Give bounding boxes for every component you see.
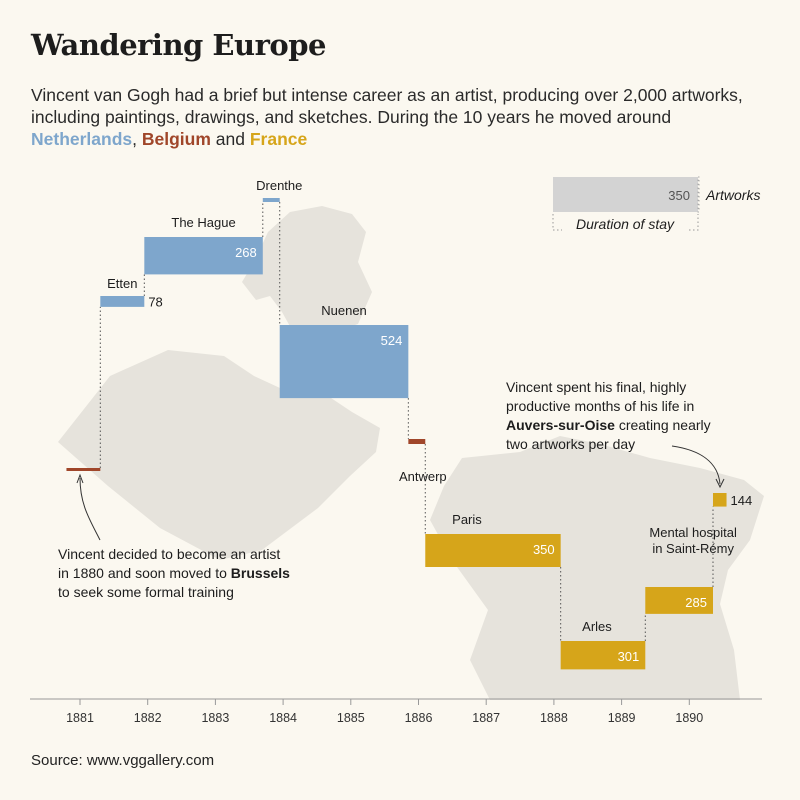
annotation-run: Vincent spent his final, highly <box>506 379 686 395</box>
annotation-run: Vincent decided to become an artist <box>58 546 280 562</box>
bar-antwerp <box>408 439 426 444</box>
value-label-etten: 78 <box>148 294 162 309</box>
bar-arles <box>560 641 646 670</box>
legend-duration-bracket <box>552 214 699 231</box>
legend-value-label: Artworks <box>705 187 760 203</box>
place-label-arles: Arles <box>582 619 612 634</box>
x-tick-label-1885: 1885 <box>337 711 365 725</box>
x-tick-label-1888: 1888 <box>540 711 568 725</box>
annotation-run: in 1880 and soon moved to <box>58 565 231 581</box>
bar-saint-r-my <box>645 587 713 614</box>
annotation-auvers: Vincent spent his final, highly productiv… <box>506 379 711 452</box>
chart-subtitle: Vincent van Gogh had a brief but intense… <box>31 84 771 150</box>
place-label-drenthe: Drenthe <box>256 178 302 193</box>
bar-drenthe <box>262 198 280 202</box>
annotation-run: Auvers-sur-Oise <box>506 417 615 433</box>
place-label-etten: Etten <box>107 276 137 291</box>
legend-bar <box>553 177 698 212</box>
value-label-paris: 350 <box>533 542 555 557</box>
subtitle-country: France <box>249 129 308 149</box>
value-label-the-hague: 268 <box>235 245 257 260</box>
bar-paris <box>425 534 561 567</box>
map-background <box>58 206 764 700</box>
subtitle-country: Belgium <box>141 129 211 149</box>
subtitle-text: Vincent van Gogh had a brief but intense… <box>31 85 743 127</box>
annotation-auvers-arrowhead <box>715 478 725 489</box>
subtitle-country: Netherlands <box>31 129 133 149</box>
map-belgium <box>58 350 380 560</box>
place-label-saint-r-my: Mental hospital in Saint-Rémy <box>649 525 737 556</box>
subtitle-text: and <box>210 129 250 149</box>
bar-nuenen <box>279 325 409 399</box>
annotation-auvers-arrow <box>671 445 721 485</box>
annotation-brussels-arrow <box>79 477 101 541</box>
legend-duration-label: Duration of stay <box>576 216 675 232</box>
chart-title: Wandering Europe <box>31 28 326 62</box>
annotation-brussels: Vincent decided to become an artist in 18… <box>58 546 290 600</box>
x-tick-label-1889: 1889 <box>608 711 636 725</box>
value-label-auvers-sur-oise: 144 <box>731 493 753 508</box>
annotation-run: productive months of his life in <box>506 398 694 414</box>
place-label-line: Mental hospital <box>649 525 737 540</box>
map-netherlands <box>242 206 372 336</box>
place-label-antwerp: Antwerp <box>399 469 447 484</box>
x-tick-label-1882: 1882 <box>134 711 162 725</box>
x-tick-label-1887: 1887 <box>472 711 500 725</box>
annotation-run: two artworks per day <box>506 436 635 452</box>
x-tick-label-1883: 1883 <box>201 711 229 725</box>
legend-value-outline <box>697 176 700 213</box>
annotation-brussels-arrowhead <box>76 473 84 484</box>
value-label-nuenen: 524 <box>381 333 403 348</box>
value-label-arles: 301 <box>618 649 640 664</box>
place-label-line: in Saint-Rémy <box>652 541 734 556</box>
place-label-nuenen: Nuenen <box>321 303 367 318</box>
x-tick-label-1886: 1886 <box>405 711 433 725</box>
map-france <box>430 436 764 700</box>
source-note: Source: www.vggallery.com <box>31 752 215 769</box>
legend: 350 Artworks Duration of stay <box>552 176 760 232</box>
place-label-paris: Paris <box>452 512 482 527</box>
place-label-the-hague: The Hague <box>171 215 235 230</box>
annotation-run: creating nearly <box>615 417 711 433</box>
x-tick-label-1881: 1881 <box>66 711 94 725</box>
bar-auvers-sur-oise <box>712 493 727 507</box>
legend-value: 350 <box>668 188 690 203</box>
bar-etten <box>100 296 145 307</box>
value-label-saint-r-my: 285 <box>685 595 707 610</box>
annotation-run: Brussels <box>231 565 290 581</box>
bar-the-hague <box>144 237 263 275</box>
x-tick-label-1890: 1890 <box>675 711 703 725</box>
subtitle-text: , <box>132 129 142 149</box>
x-tick-label-1884: 1884 <box>269 711 297 725</box>
annotation-run: to seek some formal training <box>58 584 234 600</box>
bar-brussels <box>66 468 101 471</box>
